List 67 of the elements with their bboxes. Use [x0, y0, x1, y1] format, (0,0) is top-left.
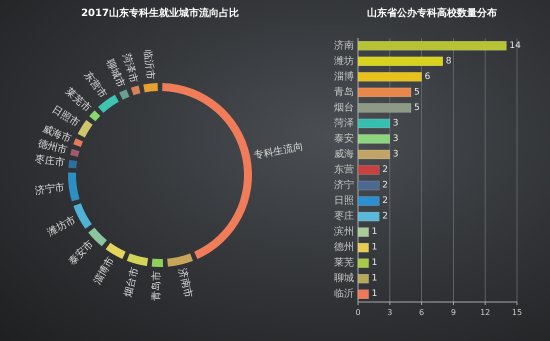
y-tick-label: 日照 — [334, 196, 354, 207]
bar — [358, 180, 380, 190]
bar — [358, 88, 412, 98]
bar — [358, 134, 390, 144]
slice-label: 济南市 — [176, 267, 195, 300]
slice-label: 青岛市 — [150, 270, 163, 302]
data-label: 1 — [372, 289, 378, 300]
y-tick-label: 泰安 — [334, 132, 354, 144]
y-tick-label: 临沂 — [334, 288, 354, 300]
y-tick-label: 威海 — [334, 148, 354, 160]
y-tick-label: 德州 — [334, 241, 354, 254]
data-label: 8 — [446, 56, 452, 66]
bar — [358, 227, 369, 237]
chart-title: 山东省公办专科高校数量分布 — [367, 7, 497, 19]
data-label: 6 — [424, 72, 431, 82]
slice-label: 临沂市 — [141, 49, 156, 80]
slice-label: 烟台市 — [122, 266, 142, 298]
bar — [358, 274, 369, 284]
y-tick-label: 菏泽 — [334, 116, 354, 129]
data-label: 5 — [414, 102, 420, 113]
y-tick-label: 聊城 — [334, 272, 354, 284]
bar — [358, 258, 369, 268]
y-tick-label: 济南 — [334, 39, 354, 52]
bar — [358, 103, 412, 113]
data-label: 3 — [392, 149, 399, 160]
bar — [358, 196, 380, 206]
data-label: 2 — [382, 196, 388, 206]
y-tick-label: 淄博 — [334, 70, 354, 82]
y-tick-label: 滨州 — [334, 226, 354, 238]
bar — [358, 118, 390, 128]
x-tick-label: 12 — [480, 308, 490, 317]
bar — [358, 289, 369, 299]
data-label: 1 — [372, 274, 378, 284]
slice-label: 枣庄市 — [34, 153, 66, 169]
y-tick-label: 青岛 — [334, 86, 354, 98]
data-label: 3 — [392, 134, 399, 144]
chart-title: 2017山东专科生就业城市流向占比 — [81, 7, 239, 19]
y-tick-label: 枣庄 — [334, 210, 354, 222]
x-tick-label: 15 — [512, 308, 522, 317]
data-label: 2 — [382, 180, 388, 191]
bar — [358, 165, 380, 175]
data-label: 14 — [509, 40, 522, 51]
x-tick-label: 3 — [387, 308, 392, 317]
y-tick-label: 东营 — [334, 164, 354, 176]
x-tick-label: 6 — [419, 308, 424, 317]
data-label: 1 — [372, 227, 378, 238]
data-label: 1 — [372, 242, 378, 253]
x-tick-label: 9 — [450, 308, 456, 317]
slice-label: 专科生流向 — [252, 140, 304, 162]
data-label: 3 — [392, 118, 399, 128]
x-tick-label: 0 — [355, 308, 361, 317]
bar — [358, 150, 390, 160]
data-label: 5 — [414, 87, 420, 98]
y-tick-label: 济宁 — [334, 179, 354, 192]
data-label: 2 — [382, 212, 388, 222]
data-label: 2 — [382, 165, 388, 175]
data-label: 1 — [372, 258, 378, 268]
y-tick-label: 莱芜 — [334, 256, 354, 269]
bar — [358, 56, 444, 66]
slice-label: 潍坊市 — [45, 214, 78, 238]
bar — [358, 72, 422, 82]
bar — [358, 242, 369, 252]
bar — [358, 212, 380, 222]
slice-label: 济宁市 — [34, 181, 66, 198]
y-tick-label: 烟台 — [334, 101, 354, 114]
bar — [358, 41, 507, 51]
y-tick-label: 潍坊 — [334, 54, 354, 67]
